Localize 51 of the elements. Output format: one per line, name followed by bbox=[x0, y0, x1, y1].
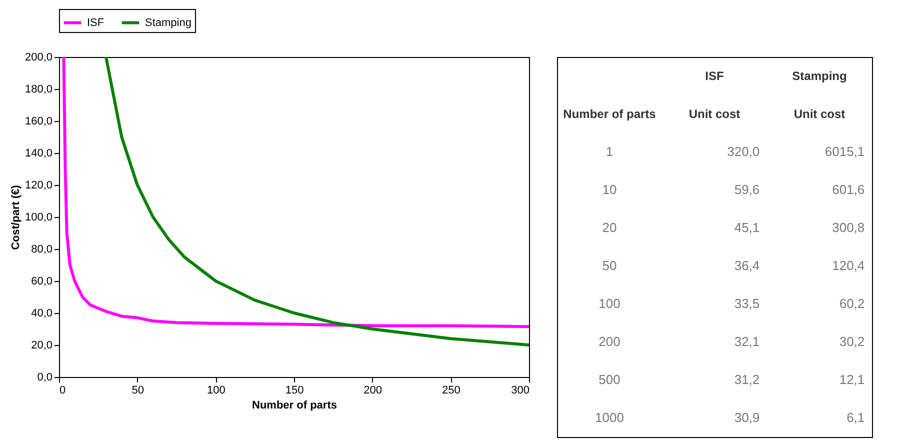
data-label: 6,1 bbox=[846, 410, 865, 425]
category-label: 1000 bbox=[595, 410, 624, 425]
y-tick-label: 160,0 bbox=[24, 116, 52, 128]
x-tick-label: 300 bbox=[511, 384, 530, 396]
data-label: 36,4 bbox=[734, 258, 760, 273]
category-label: 20 bbox=[602, 220, 617, 235]
x-tick-label: 100 bbox=[206, 384, 226, 396]
category-label: 1 bbox=[606, 144, 614, 159]
category-label: 500 bbox=[598, 372, 620, 387]
y-tick-label: 0,0 bbox=[37, 372, 52, 384]
y-tick-label: 200,0 bbox=[24, 52, 52, 64]
data-label: 33,5 bbox=[734, 296, 760, 311]
y-tick-label: 80,0 bbox=[31, 244, 52, 256]
y-tick-label: 120,0 bbox=[24, 180, 52, 192]
text: Unit cost bbox=[688, 107, 740, 121]
data-label: 45,1 bbox=[734, 220, 760, 235]
y-tick-label: 180,0 bbox=[24, 84, 52, 96]
legend-label: ISF bbox=[87, 16, 104, 29]
y-tick-label: 100,0 bbox=[24, 212, 52, 224]
x-tick-label: 200 bbox=[364, 384, 382, 396]
y-tick-label: 20,0 bbox=[31, 340, 52, 352]
text: Number of parts bbox=[563, 107, 656, 121]
text: Unit cost bbox=[794, 107, 846, 121]
text: ISF bbox=[705, 69, 724, 83]
category-label: 100 bbox=[598, 296, 620, 311]
data-label: 120,4 bbox=[832, 258, 865, 273]
legend-label: Stamping bbox=[145, 16, 192, 29]
data-label: 30,2 bbox=[839, 334, 865, 349]
category-label: 50 bbox=[602, 258, 617, 273]
x-tick-label: 150 bbox=[285, 384, 304, 396]
category-label: 200 bbox=[598, 334, 620, 349]
data-label: 32,1 bbox=[734, 334, 760, 349]
y-tick-label: 40,0 bbox=[31, 308, 52, 320]
data-label: 300,8 bbox=[832, 220, 865, 235]
data-label: 601,6 bbox=[832, 182, 865, 197]
y-tick-label: 140,0 bbox=[24, 148, 52, 160]
data-label: 320,0 bbox=[727, 144, 760, 159]
x-tick-label: 250 bbox=[442, 384, 460, 396]
data-label: 60,2 bbox=[839, 296, 865, 311]
data-label: 12,1 bbox=[839, 372, 865, 387]
data-label: 59,6 bbox=[734, 182, 760, 197]
category-label: 10 bbox=[602, 182, 617, 197]
y-axis-title: Cost/part (€) bbox=[10, 184, 22, 250]
data-label: 31,2 bbox=[734, 372, 760, 387]
data-label: 30,9 bbox=[734, 410, 760, 425]
x-tick-label: 0 bbox=[60, 384, 66, 396]
data-label: 6015,1 bbox=[824, 144, 865, 159]
x-axis-title: Number of parts bbox=[252, 400, 337, 412]
y-tick-label: 60,0 bbox=[31, 276, 52, 288]
x-tick-label: 50 bbox=[132, 384, 144, 396]
text: Stamping bbox=[792, 69, 847, 83]
